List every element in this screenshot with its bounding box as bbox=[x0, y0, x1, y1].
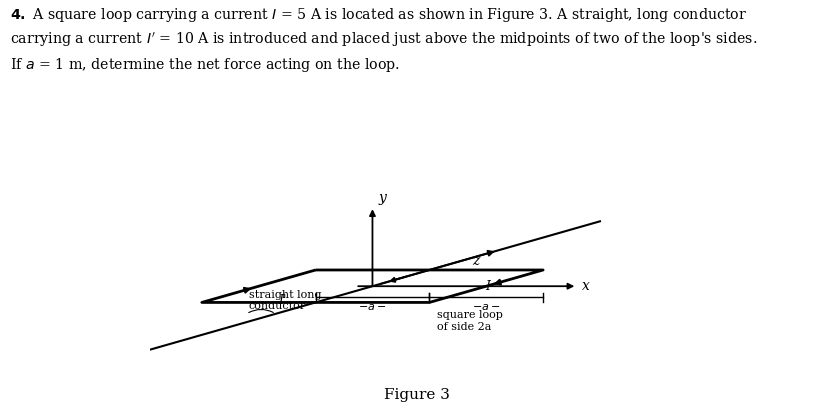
Text: x: x bbox=[582, 279, 590, 293]
Text: $\mathbf{4.}$ A square loop carrying a current $I$ = 5 A is located as shown in : $\mathbf{4.}$ A square loop carrying a c… bbox=[10, 6, 757, 74]
Text: straight long
conductor: straight long conductor bbox=[249, 290, 321, 312]
Text: $-a-$: $-a-$ bbox=[359, 302, 387, 312]
Text: I': I' bbox=[279, 294, 287, 307]
Text: Figure 3: Figure 3 bbox=[384, 388, 450, 402]
Text: z: z bbox=[472, 254, 480, 268]
Text: $-a-$: $-a-$ bbox=[472, 302, 500, 312]
Text: y: y bbox=[379, 191, 386, 205]
Text: I: I bbox=[485, 280, 490, 293]
Text: square loop
of side 2a: square loop of side 2a bbox=[437, 310, 503, 332]
